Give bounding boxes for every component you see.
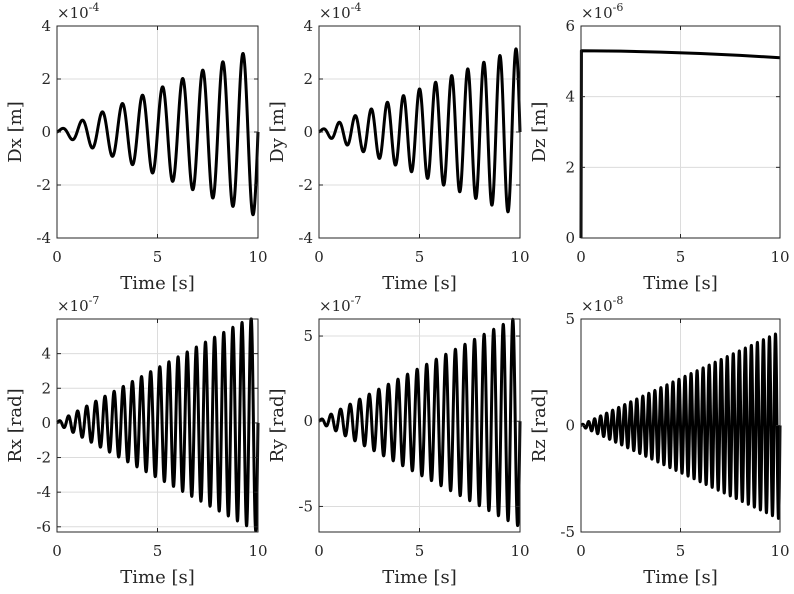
subplot-dz: 0 5 10 0 2 4 6 ×10-6 Time [s] Dz [m] [529, 1, 790, 294]
x-tick-label: 10 [770, 248, 789, 266]
y-tick-label: 0 [565, 417, 575, 435]
y-tick-label: 4 [41, 345, 51, 363]
subplot-dx: 0 5 10 -4 -2 0 2 4 ×10-4 Time [s] Dx [m] [5, 1, 268, 294]
subplot-rx: 0 5 10 -6 -4 -2 0 2 4 ×10-7 Time [s] Rx [rad] [5, 294, 268, 588]
x-tick-label: 0 [52, 542, 62, 560]
y-tick-label: 2 [565, 158, 575, 176]
y-exponent-label: ×10-7 [57, 294, 99, 315]
x-tick-label: 10 [510, 248, 529, 266]
y-tick-label: 4 [303, 17, 313, 35]
x-axis-label: Time [s] [643, 273, 718, 294]
series-line-ry [317, 317, 522, 528]
x-tick-label: 0 [314, 248, 324, 266]
x-axis-label: Time [s] [643, 567, 718, 588]
series-line-dx [55, 51, 260, 217]
x-axis-label: Time [s] [382, 273, 457, 294]
x-tick-label: 5 [676, 248, 686, 266]
y-tick-label: 2 [41, 70, 51, 88]
y-axis-label: Rz [rad] [529, 389, 550, 463]
y-tick-label: 4 [565, 88, 575, 106]
y-exponent-label: ×10-4 [319, 1, 361, 22]
y-exponent-label: ×10-7 [319, 294, 361, 315]
y-axis-label: Dx [m] [5, 101, 26, 162]
y-tick-label: -6 [36, 518, 51, 536]
x-axis-label: Time [s] [120, 567, 195, 588]
y-tick-label: 0 [41, 414, 51, 432]
y-tick-label: -5 [560, 523, 575, 541]
x-tick-label: 5 [676, 542, 686, 560]
x-tick-label: 5 [153, 248, 163, 266]
y-tick-label: 4 [41, 17, 51, 35]
series-line-rz [579, 332, 782, 520]
x-tick-label: 0 [52, 248, 62, 266]
y-exponent-label: ×10-4 [57, 1, 99, 22]
y-axis-label: Dz [m] [529, 102, 550, 163]
y-tick-label: 6 [565, 17, 575, 35]
y-tick-label: -5 [298, 497, 313, 515]
y-exponent-label: ×10-8 [581, 294, 623, 315]
y-tick-label: 5 [565, 310, 575, 328]
x-tick-label: 10 [248, 248, 267, 266]
y-axis-label: Rx [rad] [5, 388, 26, 462]
y-tick-label: -4 [36, 229, 51, 247]
x-tick-label: 10 [510, 542, 529, 560]
y-tick-label: 5 [303, 327, 313, 345]
x-tick-label: 10 [248, 542, 267, 560]
y-tick-label: 0 [303, 123, 313, 141]
y-tick-label: 2 [41, 379, 51, 397]
x-tick-label: 10 [770, 542, 789, 560]
subplot-ry: 0 5 10 -5 0 5 ×10-7 Time [s] Ry [rad] [267, 294, 530, 588]
y-tick-label: -2 [298, 176, 313, 194]
series-line-dy [317, 47, 522, 214]
y-tick-label: -4 [36, 483, 51, 501]
y-tick-label: 0 [303, 412, 313, 430]
subplot-dy: 0 5 10 -4 -2 0 2 4 ×10-4 Time [s] Dy [m] [267, 1, 530, 294]
x-axis-label: Time [s] [382, 567, 457, 588]
y-tick-label: 0 [565, 229, 575, 247]
y-axis-label: Ry [rad] [267, 388, 288, 462]
x-tick-label: 5 [415, 542, 425, 560]
series-line-rx [55, 317, 260, 533]
x-tick-label: 5 [153, 542, 163, 560]
x-tick-label: 0 [576, 542, 586, 560]
x-tick-label: 5 [415, 248, 425, 266]
y-axis-label: Dy [m] [267, 101, 288, 162]
y-tick-label: -2 [36, 176, 51, 194]
y-tick-label: -2 [36, 449, 51, 467]
y-exponent-label: ×10-6 [581, 1, 623, 22]
x-axis-label: Time [s] [120, 273, 195, 294]
y-tick-label: 0 [41, 123, 51, 141]
x-tick-label: 0 [576, 248, 586, 266]
y-tick-label: 2 [303, 70, 313, 88]
y-tick-label: -4 [298, 229, 313, 247]
x-tick-label: 0 [314, 542, 324, 560]
